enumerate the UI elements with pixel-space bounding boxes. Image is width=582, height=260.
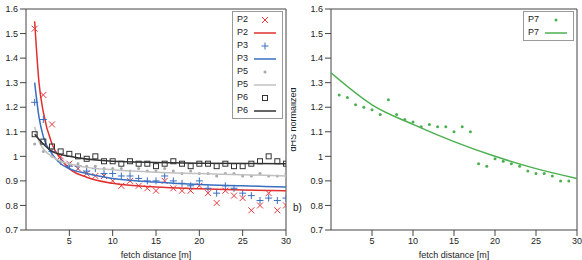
svg-text:1.4: 1.4 <box>8 53 18 63</box>
svg-text:5: 5 <box>369 236 374 246</box>
svg-text:1.6: 1.6 <box>8 4 18 14</box>
svg-text:0.9: 0.9 <box>8 176 18 186</box>
svg-text:1.4: 1.4 <box>310 53 323 63</box>
html-text:P5: P5 <box>237 79 248 89</box>
svg-text:fetch distance [m]: fetch distance [m] <box>121 250 192 260</box>
svg-text:0.8: 0.8 <box>310 201 323 211</box>
svg-text:1.2: 1.2 <box>8 102 18 112</box>
svg-text:30: 30 <box>281 236 291 246</box>
html-text:P2: P2 <box>237 14 248 24</box>
svg-text:0.9: 0.9 <box>310 176 323 186</box>
html-text:b): b) <box>293 202 302 213</box>
svg-text:fetch distance [m]: fetch distance [m] <box>419 250 490 260</box>
html-text:P5: P5 <box>237 66 248 76</box>
svg-text:25: 25 <box>238 236 248 246</box>
svg-text:1.5: 1.5 <box>310 29 323 39</box>
svg-text:0.7: 0.7 <box>310 225 323 235</box>
svg-text:25: 25 <box>531 236 541 246</box>
svg-text:1.2: 1.2 <box>310 102 323 112</box>
svg-text:30: 30 <box>572 236 574 246</box>
svg-text:1.6: 1.6 <box>310 4 323 14</box>
svg-text:1.5: 1.5 <box>8 29 18 39</box>
svg-text:15: 15 <box>151 236 161 246</box>
svg-text:1.3: 1.3 <box>310 78 323 88</box>
html-text:P7: P7 <box>528 27 539 37</box>
html-text:P6: P6 <box>237 92 248 102</box>
svg-text:1.1: 1.1 <box>310 127 323 137</box>
svg-text:dHS normalized: dHS normalized <box>291 87 298 151</box>
html-text:P3: P3 <box>237 53 248 63</box>
svg-text:10: 10 <box>408 236 418 246</box>
svg-text:20: 20 <box>490 236 500 246</box>
svg-text:5: 5 <box>67 236 72 246</box>
html-text:P7: P7 <box>528 14 539 24</box>
svg-text:0.7: 0.7 <box>8 225 18 235</box>
svg-text:1.1: 1.1 <box>8 127 18 137</box>
svg-text:1: 1 <box>13 152 18 162</box>
svg-text:1.3: 1.3 <box>8 78 18 88</box>
html-text:P3: P3 <box>237 40 248 50</box>
svg-text:20: 20 <box>194 236 204 246</box>
html-text:P6: P6 <box>237 105 248 115</box>
svg-text:10: 10 <box>108 236 118 246</box>
svg-text:0.8: 0.8 <box>8 201 18 211</box>
svg-text:1: 1 <box>318 152 323 162</box>
svg-text:15: 15 <box>449 236 459 246</box>
html-text:P2: P2 <box>237 27 248 37</box>
